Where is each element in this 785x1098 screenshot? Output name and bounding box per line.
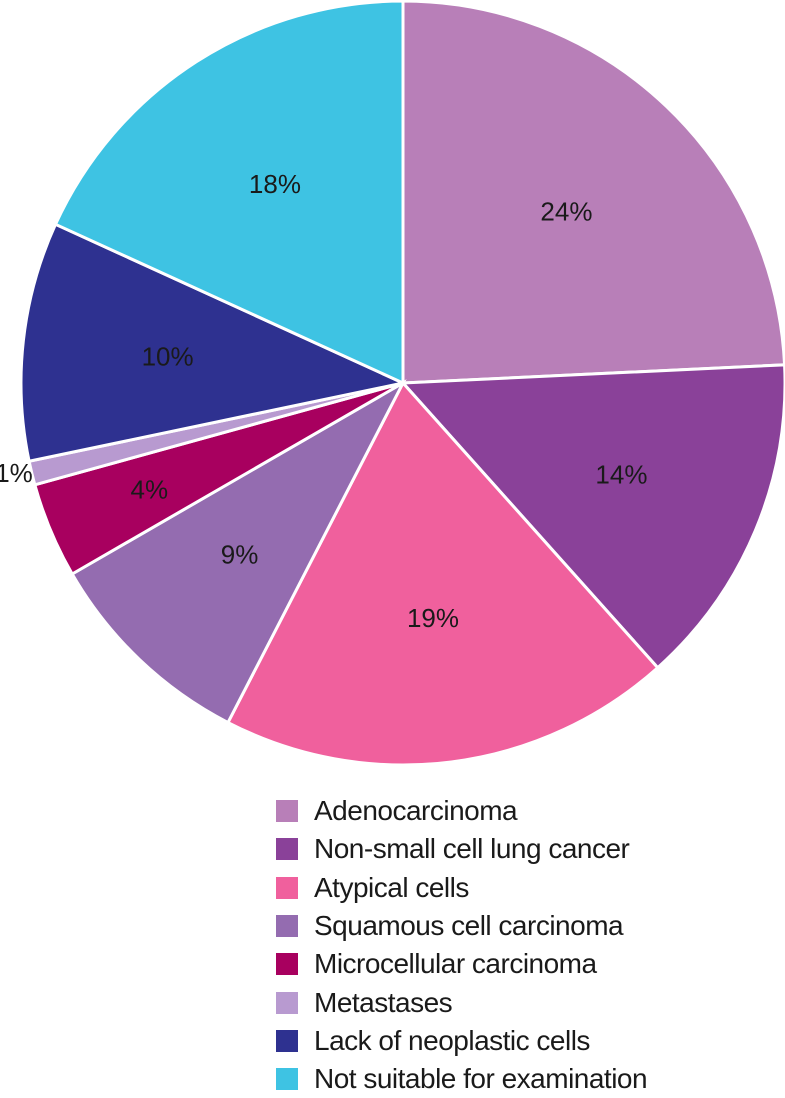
slice-label-non-small-cell-lung-cancer: 14% (595, 460, 647, 490)
legend-label: Metastases (314, 986, 453, 1018)
legend-label: Microcellular carcinoma (314, 948, 597, 980)
slice-label-microcellular-carcinoma: 4% (131, 474, 169, 504)
pie-slice-lack-of-neoplastic-cells (19, 222, 408, 464)
pie-slice-adenocarcinoma (401, 0, 785, 385)
legend-swatch (276, 800, 298, 823)
pie-chart: 24% 14% 19% 9% 4% 1% 10% 18% (0, 0, 785, 767)
legend-label: Squamous cell carcinoma (314, 910, 624, 942)
slice-label-squamous-cell-carcinoma: 9% (221, 539, 259, 569)
legend-item-squamous-cell-carcinoma: Squamous cell carcinoma (276, 907, 647, 945)
slice-label-not-suitable-for-examination: 18% (249, 169, 301, 199)
slice-label-atypical-cells: 19% (407, 603, 459, 633)
legend-label: Lack of neoplastic cells (314, 1024, 590, 1056)
legend-item-microcellular-carcinoma: Microcellular carcinoma (276, 945, 647, 983)
legend-label: Atypical cells (314, 871, 469, 903)
legend-swatch (276, 1068, 298, 1091)
legend-swatch (276, 838, 298, 861)
legend-item-adenocarcinoma: Adenocarcinoma (276, 792, 647, 830)
legend-label: Not suitable for examination (314, 1063, 648, 1095)
pie-slice-squamous-cell-carcinoma (70, 379, 407, 725)
legend-swatch (276, 876, 298, 899)
legend-label: Adenocarcinoma (314, 795, 518, 827)
slice-label-lack-of-neoplastic-cells: 10% (142, 342, 194, 372)
legend-swatch (276, 953, 298, 976)
legend: Adenocarcinoma Non-small cell lung cancer… (276, 792, 648, 1098)
legend-item-not-suitable-for-examination: Not suitable for examination (276, 1060, 648, 1098)
pie-slice-not-suitable-for-examination (53, 0, 405, 386)
pie-slice-atypical-cells (225, 380, 660, 767)
legend-item-metastases: Metastases (276, 983, 647, 1021)
legend-label: Non-small cell lung cancer (314, 833, 630, 865)
legend-item-lack-of-neoplastic-cells: Lack of neoplastic cells (276, 1022, 647, 1060)
slice-label-metastases: 1% (0, 458, 33, 488)
slice-label-adenocarcinoma: 24% (540, 197, 592, 227)
legend-swatch (276, 915, 298, 938)
legend-item-atypical-cells: Atypical cells (276, 869, 647, 907)
legend-swatch (276, 1029, 298, 1052)
legend-item-non-small-cell-lung-cancer: Non-small cell lung cancer (276, 830, 647, 868)
legend-swatch (276, 991, 298, 1014)
